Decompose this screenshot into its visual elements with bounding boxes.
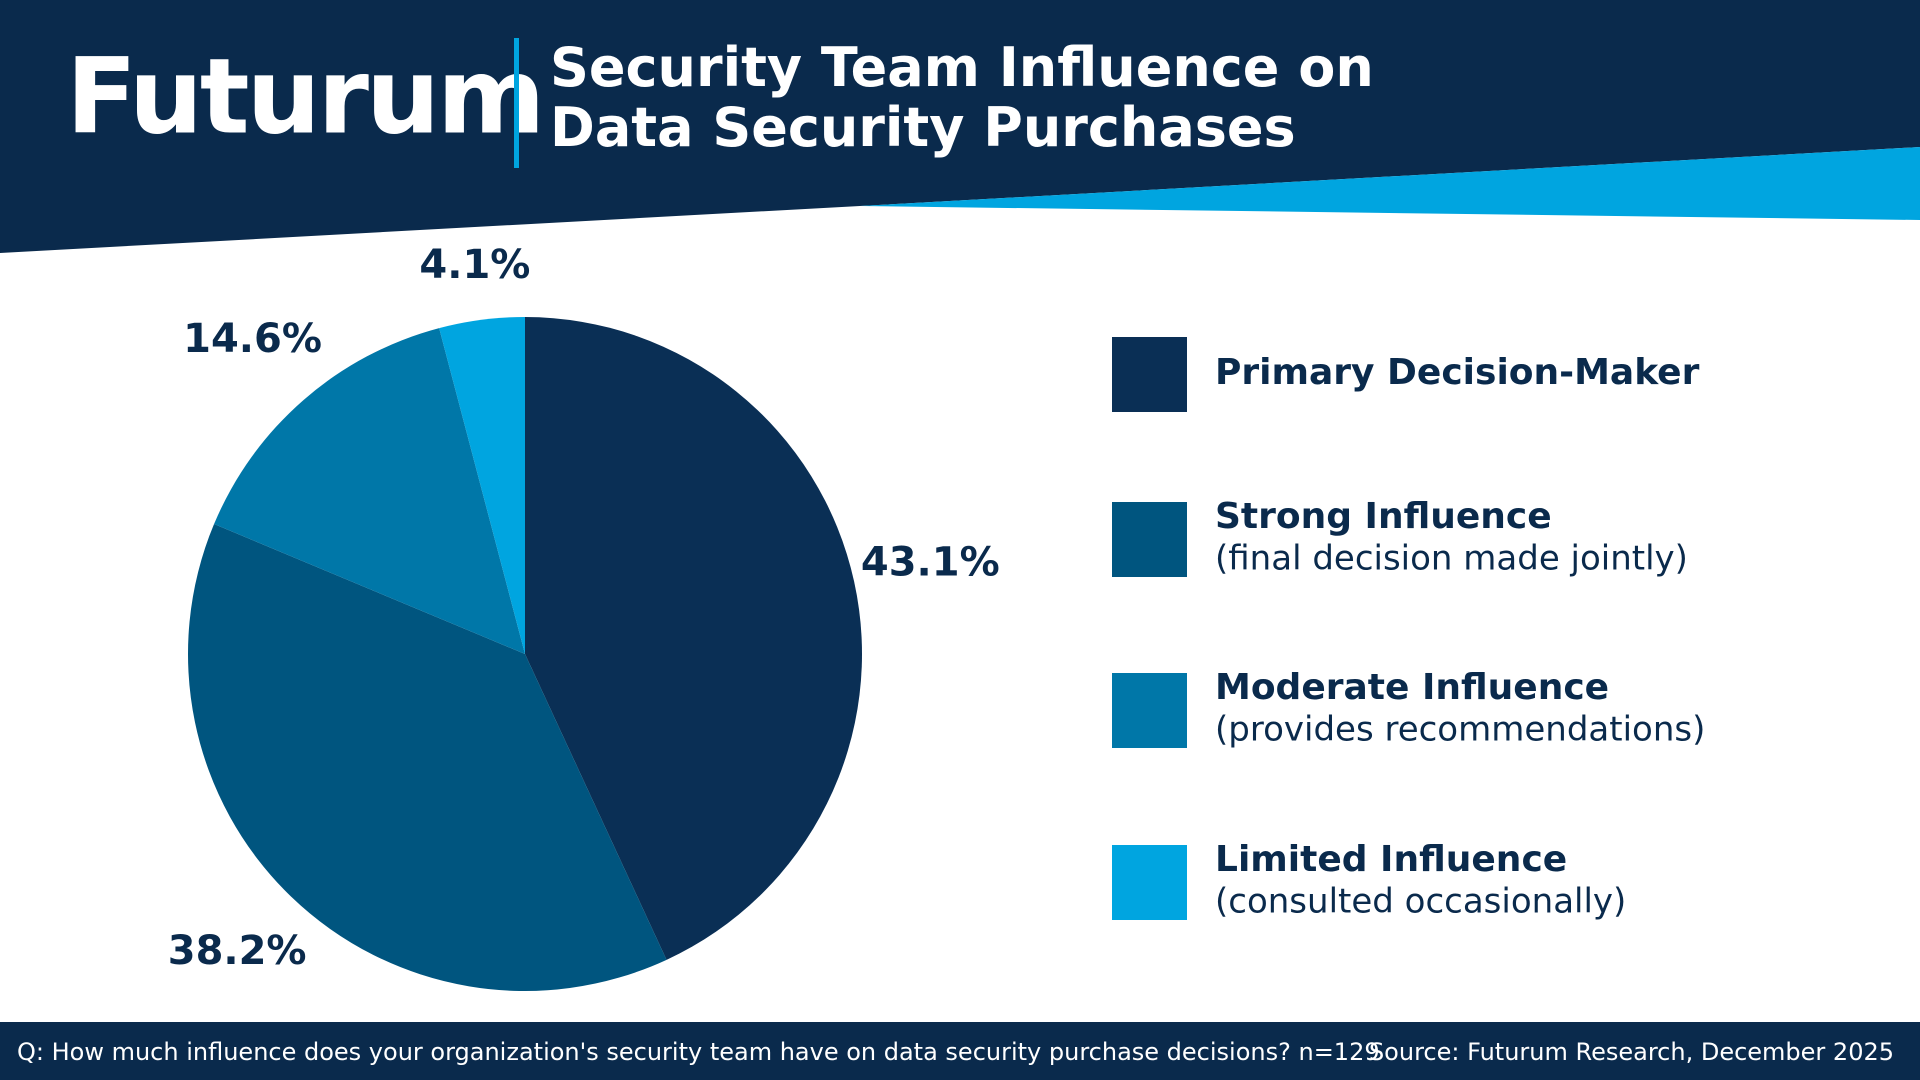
divider xyxy=(514,38,519,168)
legend-note: (consulted occasionally) xyxy=(1215,882,1626,922)
data-label: 4.1% xyxy=(419,242,530,288)
brand-logo: Futurum xyxy=(66,35,542,157)
legend-swatch xyxy=(1112,845,1187,920)
pie-slice xyxy=(439,317,525,654)
pie-slice xyxy=(214,328,526,654)
legend-swatch xyxy=(1112,673,1187,748)
legend-note: (provides recommendations) xyxy=(1215,710,1705,750)
footer-question: Q: How much influence does your organiza… xyxy=(17,1038,1380,1066)
pie-slice xyxy=(525,317,863,960)
legend-swatch xyxy=(1112,502,1187,577)
footer-source: Source: Futurum Research, December 2025 xyxy=(1369,1038,1894,1066)
chart-title: Security Team Influence on Data Security… xyxy=(550,36,1374,159)
pie-slice xyxy=(187,524,667,992)
legend-label: Limited Influence xyxy=(1215,839,1567,880)
legend-label: Moderate Influence xyxy=(1215,667,1609,708)
header-band xyxy=(0,0,1920,253)
data-label: 14.6% xyxy=(183,316,322,362)
legend-note: (final decision made jointly) xyxy=(1215,539,1688,579)
data-label: 38.2% xyxy=(168,928,307,974)
legend-label: Primary Decision-Maker xyxy=(1215,352,1700,393)
legend-label: Strong Influence xyxy=(1215,496,1552,537)
footer-band xyxy=(0,1022,1920,1080)
legend-swatch xyxy=(1112,337,1187,412)
data-label: 43.1% xyxy=(861,540,1000,586)
header-accent xyxy=(860,147,1920,220)
